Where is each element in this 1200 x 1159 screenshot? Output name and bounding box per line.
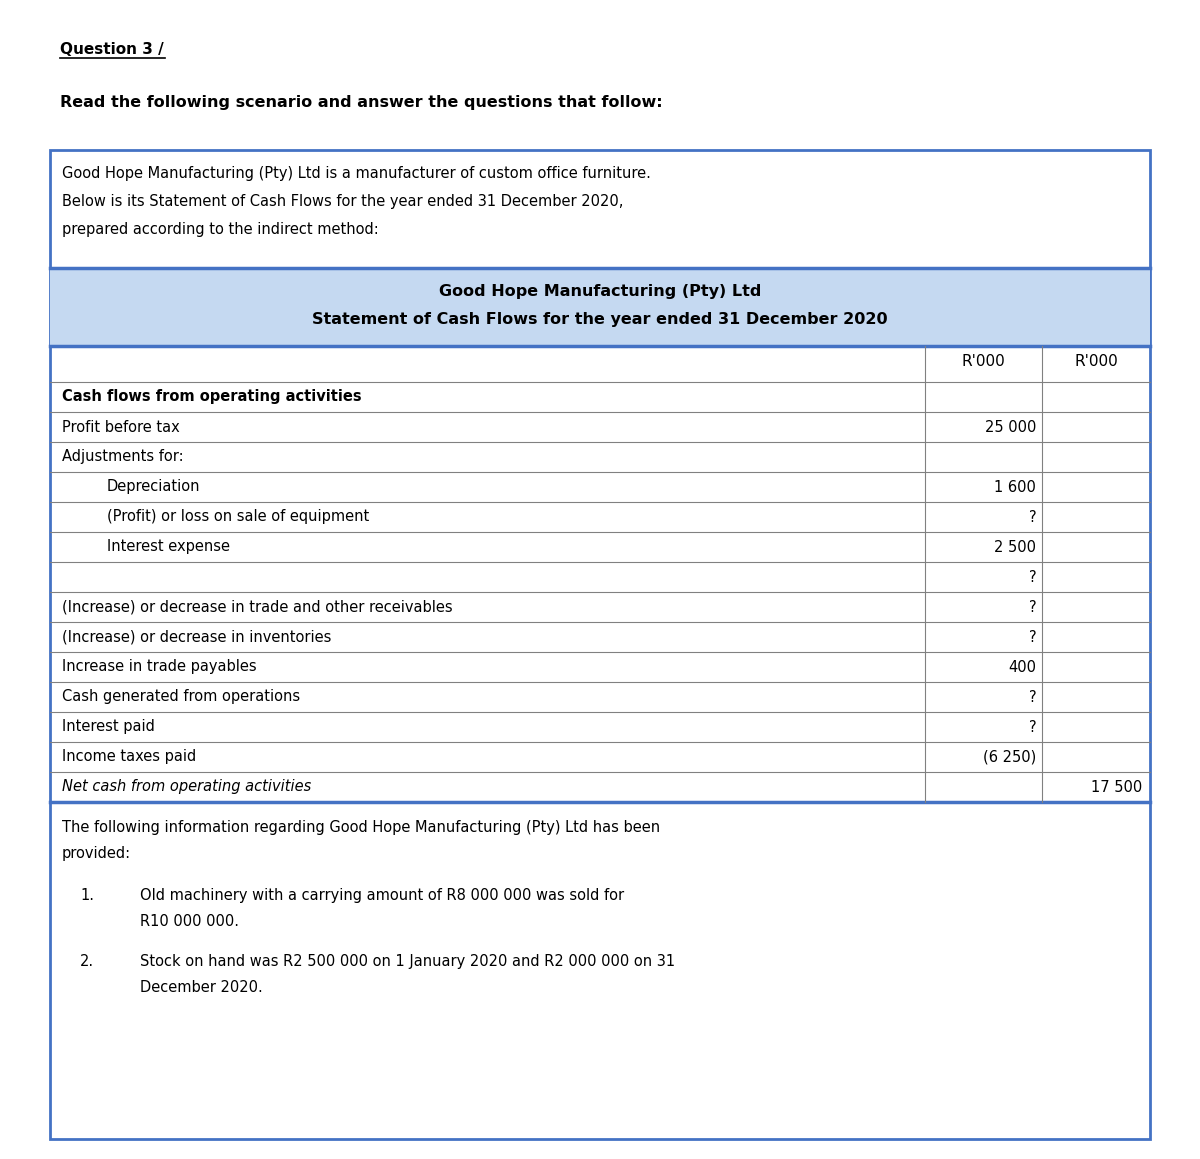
- Text: Good Hope Manufacturing (Pty) Ltd: Good Hope Manufacturing (Pty) Ltd: [439, 284, 761, 299]
- Text: Profit before tax: Profit before tax: [62, 420, 180, 435]
- Text: Stock on hand was R2 500 000 on 1 January 2020 and R2 000 000 on 31: Stock on hand was R2 500 000 on 1 Januar…: [140, 954, 676, 969]
- Text: ?: ?: [1028, 569, 1037, 584]
- Text: Old machinery with a carrying amount of R8 000 000 was sold for: Old machinery with a carrying amount of …: [140, 888, 624, 903]
- Text: 1.: 1.: [80, 888, 94, 903]
- Text: 2.: 2.: [80, 954, 94, 969]
- Text: Increase in trade payables: Increase in trade payables: [62, 659, 257, 675]
- Text: Good Hope Manufacturing (Pty) Ltd is a manufacturer of custom office furniture.: Good Hope Manufacturing (Pty) Ltd is a m…: [62, 166, 650, 181]
- Text: Income taxes paid: Income taxes paid: [62, 750, 197, 765]
- Text: ?: ?: [1028, 720, 1037, 735]
- Text: ?: ?: [1028, 599, 1037, 614]
- Text: Interest expense: Interest expense: [107, 539, 230, 554]
- Text: prepared according to the indirect method:: prepared according to the indirect metho…: [62, 223, 379, 236]
- Text: R'000: R'000: [1074, 353, 1118, 369]
- Text: Below is its Statement of Cash Flows for the year ended 31 December 2020,: Below is its Statement of Cash Flows for…: [62, 194, 623, 209]
- Text: 1 600: 1 600: [995, 480, 1037, 495]
- Text: (Increase) or decrease in trade and other receivables: (Increase) or decrease in trade and othe…: [62, 599, 452, 614]
- Text: (Profit) or loss on sale of equipment: (Profit) or loss on sale of equipment: [107, 510, 370, 525]
- Text: Cash generated from operations: Cash generated from operations: [62, 690, 300, 705]
- Text: Net cash from operating activities: Net cash from operating activities: [62, 780, 311, 795]
- Text: December 2020.: December 2020.: [140, 981, 263, 994]
- Bar: [50, 268, 1150, 347]
- Text: provided:: provided:: [62, 846, 131, 861]
- Text: Read the following scenario and answer the questions that follow:: Read the following scenario and answer t…: [60, 95, 662, 110]
- Text: (6 250): (6 250): [983, 750, 1037, 765]
- Text: 2 500: 2 500: [995, 539, 1037, 554]
- Text: The following information regarding Good Hope Manufacturing (Pty) Ltd has been: The following information regarding Good…: [62, 821, 660, 834]
- Text: Adjustments for:: Adjustments for:: [62, 450, 184, 465]
- Bar: [50, 150, 1150, 1139]
- Text: ?: ?: [1028, 629, 1037, 644]
- Text: R'000: R'000: [961, 353, 1006, 369]
- Text: Interest paid: Interest paid: [62, 720, 155, 735]
- Text: Cash flows from operating activities: Cash flows from operating activities: [62, 389, 361, 404]
- Text: 25 000: 25 000: [985, 420, 1037, 435]
- Text: 17 500: 17 500: [1091, 780, 1142, 795]
- Text: (Increase) or decrease in inventories: (Increase) or decrease in inventories: [62, 629, 331, 644]
- Text: R10 000 000.: R10 000 000.: [140, 914, 239, 930]
- Text: Statement of Cash Flows for the year ended 31 December 2020: Statement of Cash Flows for the year end…: [312, 312, 888, 327]
- Text: Depreciation: Depreciation: [107, 480, 200, 495]
- Text: Question 3 /: Question 3 /: [60, 42, 163, 57]
- Text: 400: 400: [1008, 659, 1037, 675]
- Text: ?: ?: [1028, 690, 1037, 705]
- Text: ?: ?: [1028, 510, 1037, 525]
